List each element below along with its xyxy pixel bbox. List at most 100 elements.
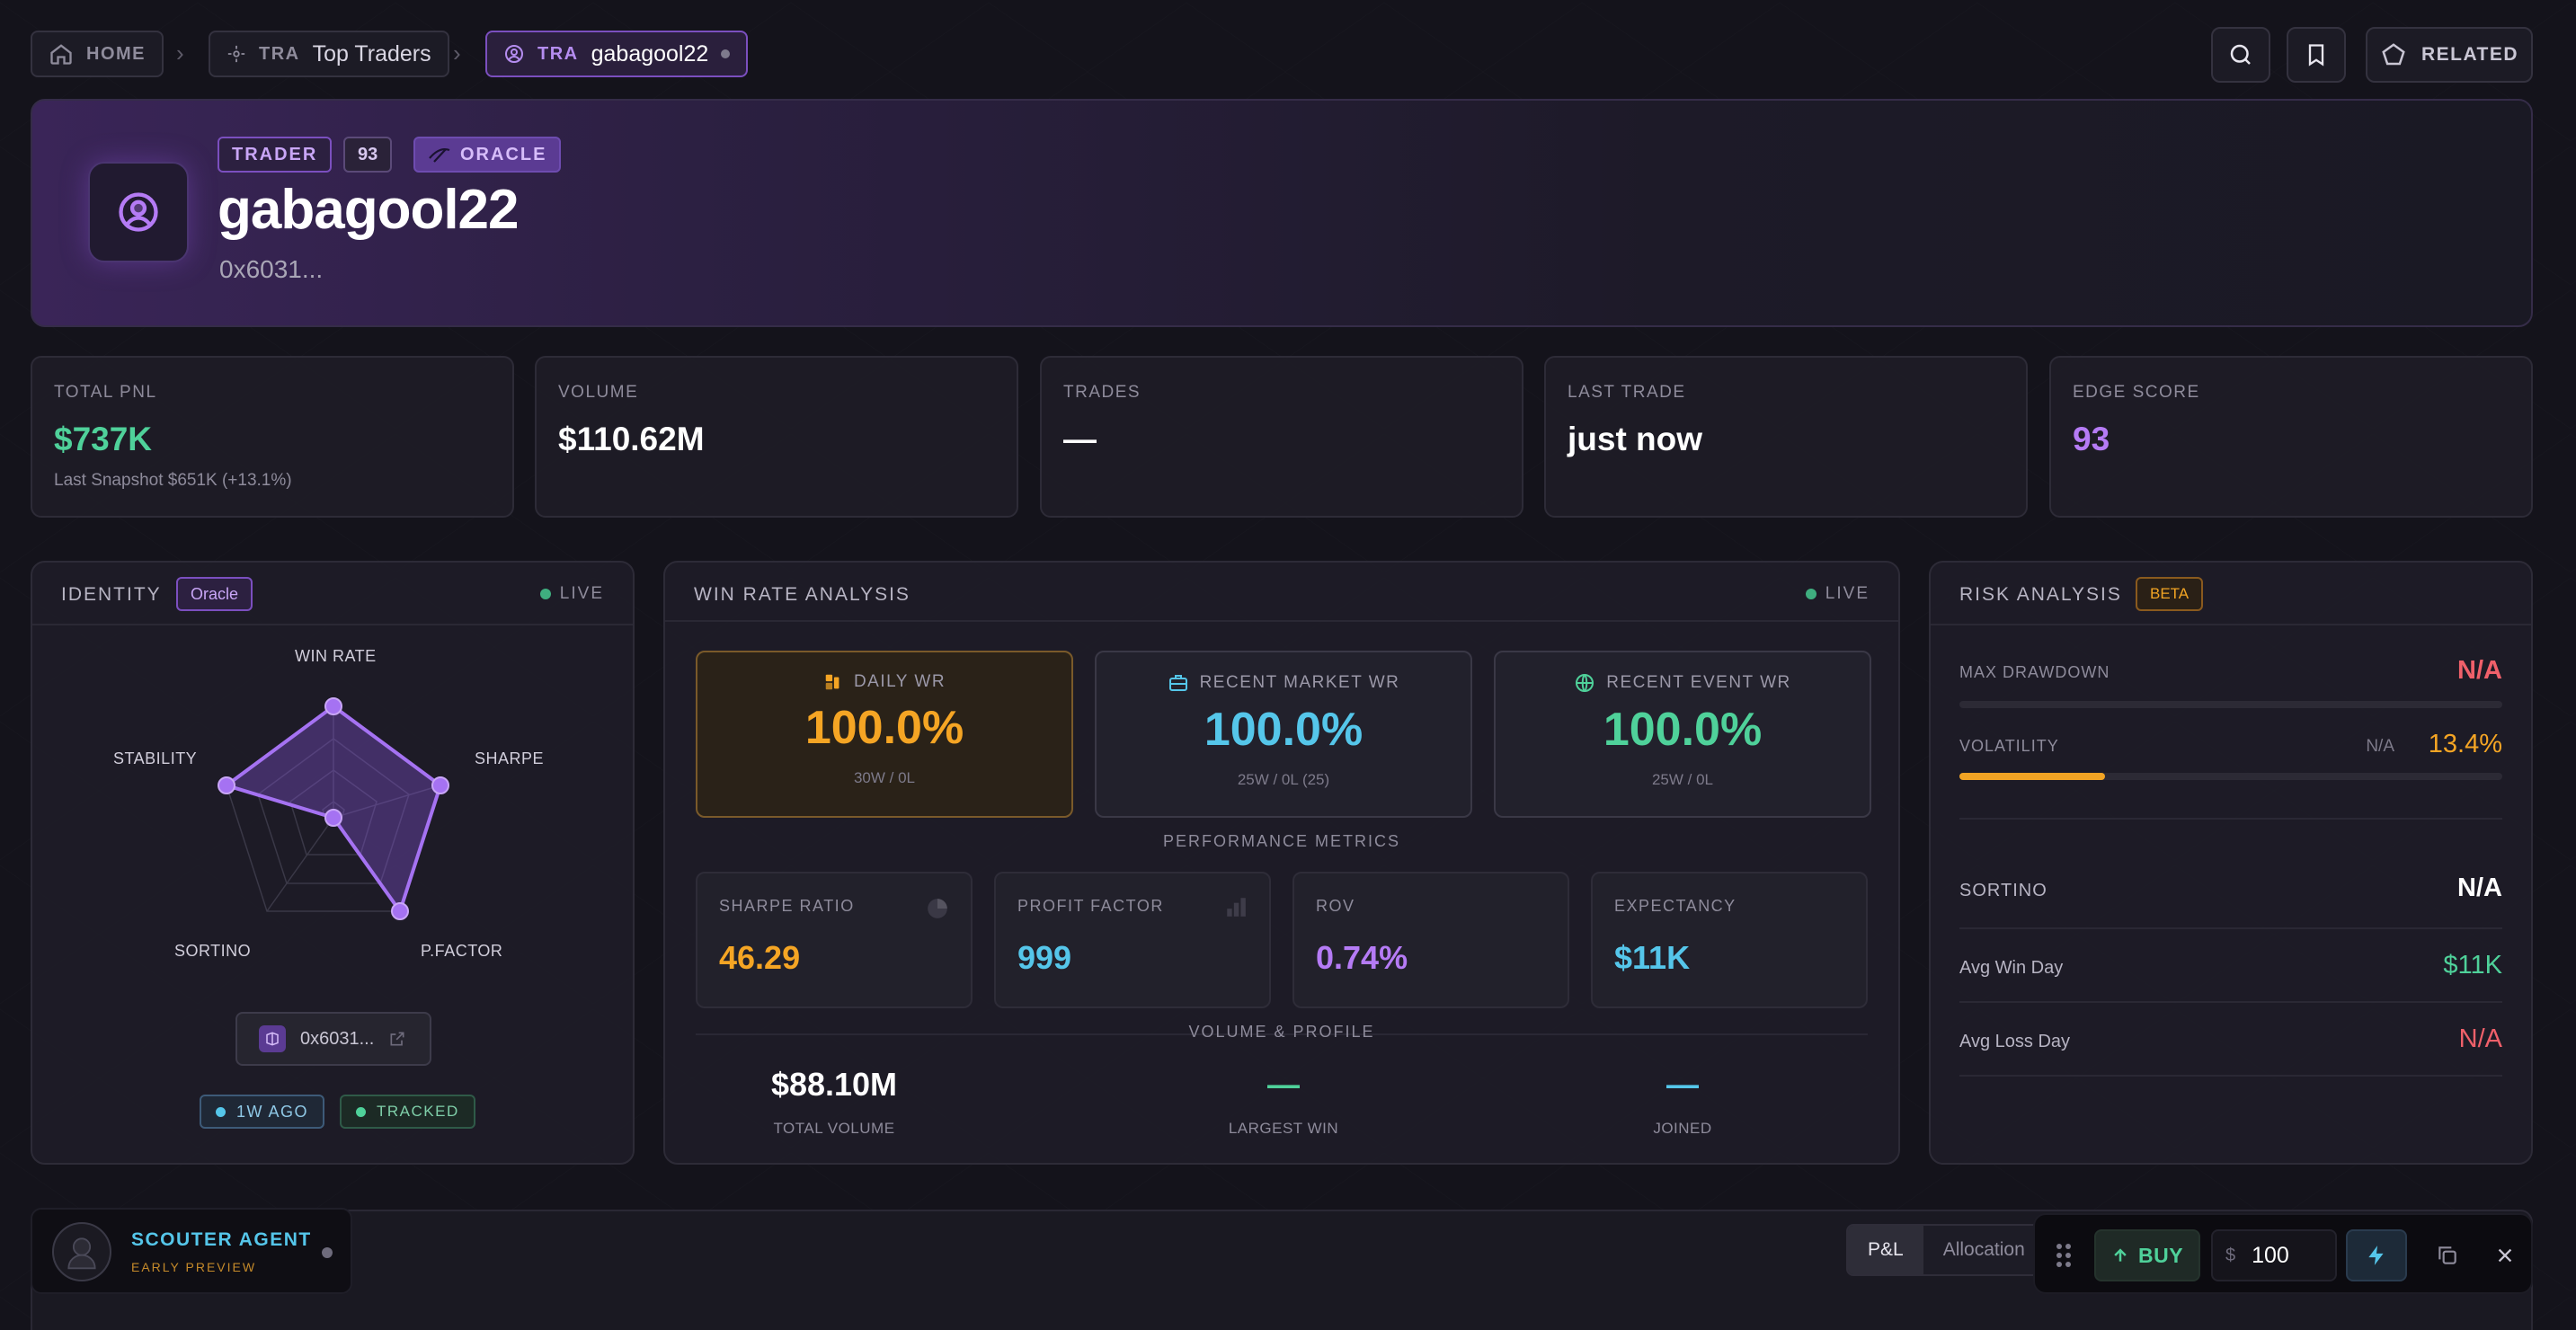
live-indicator: LIVE	[539, 584, 604, 604]
card-value: 100.0%	[1603, 704, 1763, 756]
risk-label: MAX DRAWDOWN	[1959, 663, 2110, 681]
metric-label: EXPECTANCY	[1614, 897, 1737, 915]
panel-header: WIN RATE ANALYSIS LIVE	[665, 563, 1898, 622]
chevron-right-icon: ›	[453, 40, 461, 66]
scouter-agent-widget[interactable]: SCOUTER AGENT EARLY PREVIEW	[31, 1208, 352, 1294]
profile-label: JOINED	[1653, 1120, 1712, 1137]
risk-label: Avg Win Day	[1959, 958, 2064, 978]
quick-buy-button[interactable]	[2346, 1229, 2407, 1281]
recent-event-wr-card: RECENT EVENT WR 100.0% 25W / 0L	[1494, 651, 1871, 818]
risk-value: N/A	[2458, 1024, 2502, 1053]
profile-label: TOTAL VOLUME	[773, 1120, 895, 1137]
profile-hero: TRADER 93 ORACLE gabagool22 0x6031...	[31, 99, 2533, 327]
globe-icon	[1576, 674, 1594, 692]
profile-value: —	[1267, 1066, 1300, 1103]
drag-handle-icon[interactable]	[2055, 1242, 2073, 1269]
card-sub: 30W / 0L	[853, 769, 916, 786]
tracked-dot	[356, 1106, 366, 1117]
risk-label: Avg Loss Day	[1959, 1032, 2071, 1051]
stat-label: VOLUME	[558, 383, 639, 402]
radar-axis-label: STABILITY	[113, 749, 198, 767]
wallet-address: 0x6031...	[219, 255, 324, 283]
agent-status-dot	[322, 1247, 333, 1258]
breadcrumb-top-traders[interactable]: TRA Top Traders	[209, 31, 449, 77]
card-value: 100.0%	[1204, 704, 1364, 756]
stat-value: —	[1063, 421, 1097, 457]
agent-avatar	[52, 1222, 111, 1281]
related-button[interactable]: RELATED	[2366, 27, 2533, 83]
metric-value: $11K	[1614, 939, 1691, 976]
card-sub: 25W / 0L	[1651, 771, 1714, 788]
breadcrumb-kind: TRA	[537, 43, 579, 64]
pie-icon	[928, 899, 947, 918]
profile-label: LARGEST WIN	[1228, 1120, 1339, 1137]
panel-header: IDENTITY Oracle LIVE	[32, 563, 633, 625]
metric-value: 46.29	[719, 939, 801, 976]
close-icon[interactable]	[2495, 1246, 2515, 1265]
stat-label: TOTAL PNL	[54, 383, 157, 402]
divider	[1959, 1001, 2502, 1003]
performance-metrics-label: PERFORMANCE METRICS	[1162, 832, 1400, 850]
volatility-bar-fill	[1959, 773, 2105, 780]
briefcase-icon	[1168, 675, 1187, 691]
address-pill[interactable]: 0x6031...	[235, 1012, 431, 1066]
tab-pnl[interactable]: P&L	[1848, 1226, 1923, 1274]
arrow-up-icon	[2114, 1248, 2127, 1262]
trader-name: gabagool22	[218, 179, 520, 241]
live-dot	[539, 589, 551, 599]
amount-input[interactable]: $ 100	[2211, 1229, 2337, 1281]
time-chip: 1W AGO	[200, 1095, 325, 1129]
divider	[1959, 1075, 2502, 1077]
metric-value: 999	[1017, 939, 1072, 976]
panel-header: RISK ANALYSIS BETA	[1931, 563, 2531, 625]
metric-rov: ROV 0.74%	[1292, 872, 1569, 1008]
user-circle-icon	[119, 192, 158, 232]
radar-point-sharpe	[431, 776, 449, 794]
stat-value: just now	[1568, 421, 1703, 457]
related-label: RELATED	[2421, 44, 2519, 65]
stat-value: $737K	[54, 421, 153, 457]
oracle-tag-label: ORACLE	[460, 144, 547, 164]
card-label: RECENT EVENT WR	[1606, 673, 1791, 692]
live-indicator: LIVE	[1805, 584, 1870, 604]
recent-market-wr-card: RECENT MARKET WR 100.0% 25W / 0L (25)	[1095, 651, 1472, 818]
profile-value: —	[1666, 1066, 1699, 1103]
tab-allocation[interactable]: Allocation	[1942, 1239, 2025, 1260]
search-button[interactable]	[2211, 27, 2270, 83]
stat-value: 93	[2073, 421, 2110, 457]
contract-icon	[259, 1025, 286, 1052]
profile-total-volume: $88.10M TOTAL VOLUME	[699, 1066, 969, 1138]
card-label: RECENT MARKET WR	[1199, 673, 1400, 692]
copy-icon[interactable]	[2436, 1244, 2459, 1267]
buy-label: BUY	[2137, 1243, 2184, 1267]
divider	[1959, 818, 2502, 820]
buy-button[interactable]: BUY	[2094, 1229, 2200, 1281]
radar-point-stability	[218, 776, 235, 794]
identity-radar-chart	[218, 697, 449, 920]
breadcrumb-home[interactable]: HOME	[31, 31, 164, 77]
stat-label: LAST TRADE	[1568, 383, 1686, 402]
stat-label: EDGE SCORE	[2073, 383, 2200, 402]
volatility-na: N/A	[2366, 737, 2394, 756]
profile-value: $88.10M	[770, 1066, 898, 1103]
radar-axis-label: WIN RATE	[295, 647, 377, 665]
breadcrumb-label: gabagool22	[591, 40, 709, 66]
lightning-icon	[2368, 1246, 2384, 1265]
radar-axis-label: SORTINO	[174, 942, 252, 960]
metric-value: 0.74%	[1316, 939, 1408, 976]
breadcrumb-kind: TRA	[259, 43, 300, 64]
metric-profit-factor: PROFIT FACTOR 999	[994, 872, 1271, 1008]
bookmark-button[interactable]	[2287, 27, 2346, 83]
oracle-tag: ORACLE	[413, 137, 562, 173]
risk-value: $11K	[2443, 951, 2502, 980]
radar-point-p-factor	[391, 902, 409, 920]
card-value: 100.0%	[804, 702, 964, 754]
daily-wr-card: DAILY WR 100.0% 30W / 0L	[696, 651, 1073, 818]
quick-trade-bar: BUY $ 100	[2033, 1213, 2533, 1294]
risk-sortino: SORTINO N/A	[1959, 873, 2502, 909]
target-icon	[227, 45, 245, 63]
time-chip-label: 1W AGO	[236, 1102, 309, 1121]
risk-value: N/A	[2457, 656, 2502, 685]
live-label: LIVE	[559, 584, 604, 603]
breadcrumb-current[interactable]: TRA gabagool22	[485, 31, 749, 77]
